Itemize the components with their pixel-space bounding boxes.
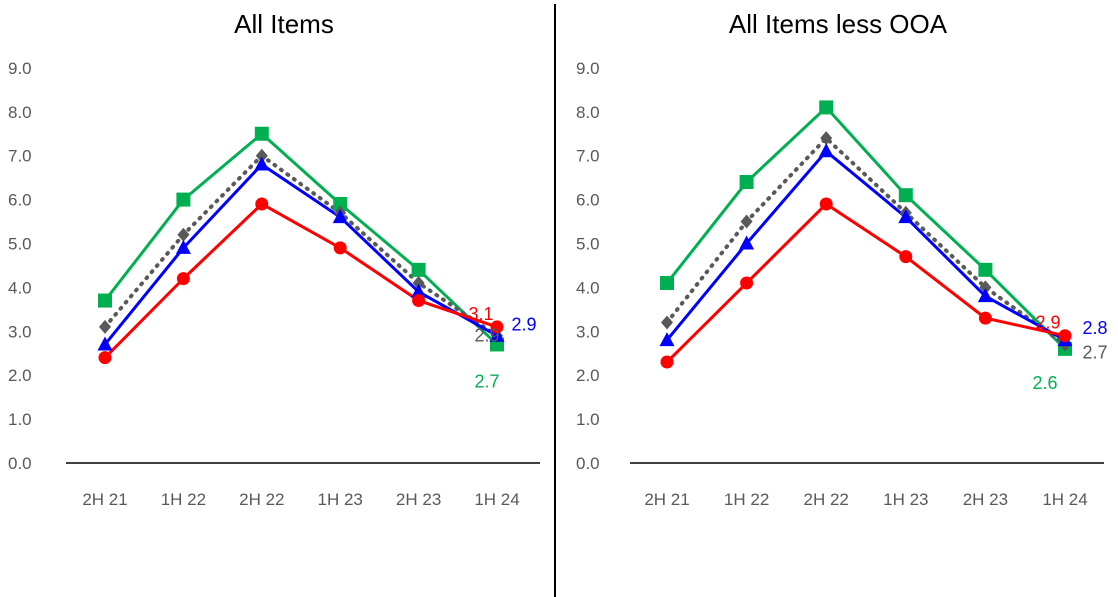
data-point-circle <box>899 250 913 264</box>
y-tick-label: 5.0 <box>576 235 600 254</box>
y-tick-label: 0.0 <box>576 454 600 473</box>
data-point-square <box>254 126 269 141</box>
data-point-square <box>819 100 834 115</box>
data-label: 2.9 <box>474 326 499 346</box>
data-point-circle <box>255 197 269 211</box>
data-point-triangle <box>254 156 270 171</box>
data-point-triangle <box>818 143 834 158</box>
data-point-diamond <box>979 280 992 295</box>
y-tick-label: 2.0 <box>576 366 600 385</box>
x-tick-label: 2H 21 <box>644 490 689 509</box>
data-label: 2.6 <box>1032 373 1057 393</box>
data-point-diamond <box>820 131 833 146</box>
y-tick-label: 0.0 <box>8 454 32 473</box>
chart-title: All Items less OOA <box>729 9 948 39</box>
x-tick-label: 2H 22 <box>804 490 849 509</box>
data-point-triangle <box>489 327 505 342</box>
data-point-triangle <box>332 209 348 224</box>
data-point-square <box>898 188 913 203</box>
y-tick-label: 8.0 <box>8 103 32 122</box>
data-point-square <box>98 293 112 308</box>
y-tick-label: 6.0 <box>8 191 32 210</box>
y-tick-label: 3.0 <box>8 322 32 341</box>
data-point-triangle <box>411 283 427 298</box>
data-label: 2.9 <box>1035 313 1060 333</box>
data-point-circle <box>176 272 190 286</box>
data-point-circle <box>333 241 347 255</box>
series-line <box>103 202 498 359</box>
data-point-circle <box>98 351 112 365</box>
data-point-diamond <box>177 227 190 242</box>
y-tick-label: 2.0 <box>8 366 32 385</box>
data-point-square <box>176 192 191 207</box>
data-point-diamond <box>740 214 753 229</box>
x-tick-label: 1H 23 <box>883 490 928 509</box>
x-tick-label: 2H 23 <box>396 490 441 509</box>
data-point-square <box>411 262 426 277</box>
data-point-diamond <box>99 319 111 334</box>
data-point-triangle <box>659 332 675 347</box>
data-point-diamond <box>661 315 673 330</box>
data-point-diamond <box>255 148 268 163</box>
data-label: 2.7 <box>474 371 499 391</box>
y-tick-label: 3.0 <box>576 322 600 341</box>
y-tick-label: 6.0 <box>576 191 600 210</box>
data-point-triangle <box>739 235 755 250</box>
y-tick-label: 7.0 <box>8 147 32 166</box>
chart-title: All Items <box>234 9 334 39</box>
y-tick-label: 4.0 <box>8 278 32 297</box>
data-point-circle <box>660 355 674 369</box>
x-tick-label: 1H 22 <box>161 490 206 509</box>
data-point-triangle <box>977 288 993 303</box>
data-point-square <box>978 262 993 277</box>
series-line <box>665 105 1067 350</box>
y-tick-label: 9.0 <box>576 59 600 78</box>
data-point-square <box>660 276 674 291</box>
data-label: 2.7 <box>1082 342 1107 362</box>
series-line <box>665 202 1066 364</box>
data-point-triangle <box>97 336 113 351</box>
y-tick-label: 5.0 <box>8 235 32 254</box>
y-tick-label: 4.0 <box>576 278 600 297</box>
x-tick-label: 1H 23 <box>318 490 363 509</box>
y-tick-label: 1.0 <box>8 410 32 429</box>
series-line <box>103 162 498 346</box>
x-tick-label: 2H 23 <box>963 490 1008 509</box>
x-tick-label: 1H 22 <box>724 490 769 509</box>
y-tick-label: 9.0 <box>8 59 32 78</box>
data-point-diamond <box>412 276 425 291</box>
x-tick-label: 1H 24 <box>1042 490 1087 509</box>
data-label: 3.1 <box>468 304 493 324</box>
x-tick-label: 2H 21 <box>82 490 127 509</box>
series-line <box>665 136 1067 347</box>
data-point-circle <box>490 320 504 334</box>
series-line <box>665 149 1066 342</box>
data-point-square <box>739 175 754 190</box>
data-point-triangle <box>898 209 914 224</box>
y-tick-label: 7.0 <box>576 147 600 166</box>
data-point-circle <box>740 276 754 290</box>
series-line <box>103 153 499 338</box>
data-point-circle <box>1058 329 1072 343</box>
series-line <box>103 132 499 346</box>
data-point-circle <box>819 197 833 211</box>
y-tick-label: 8.0 <box>576 103 600 122</box>
data-point-circle <box>978 311 992 325</box>
data-point-square <box>333 196 348 211</box>
x-tick-label: 1H 24 <box>474 490 519 509</box>
data-point-triangle <box>175 239 191 254</box>
data-point-circle <box>412 294 426 308</box>
y-tick-label: 1.0 <box>576 410 600 429</box>
data-label: 2.8 <box>1082 318 1107 338</box>
data-label: 2.9 <box>511 315 536 335</box>
x-tick-label: 2H 22 <box>239 490 284 509</box>
